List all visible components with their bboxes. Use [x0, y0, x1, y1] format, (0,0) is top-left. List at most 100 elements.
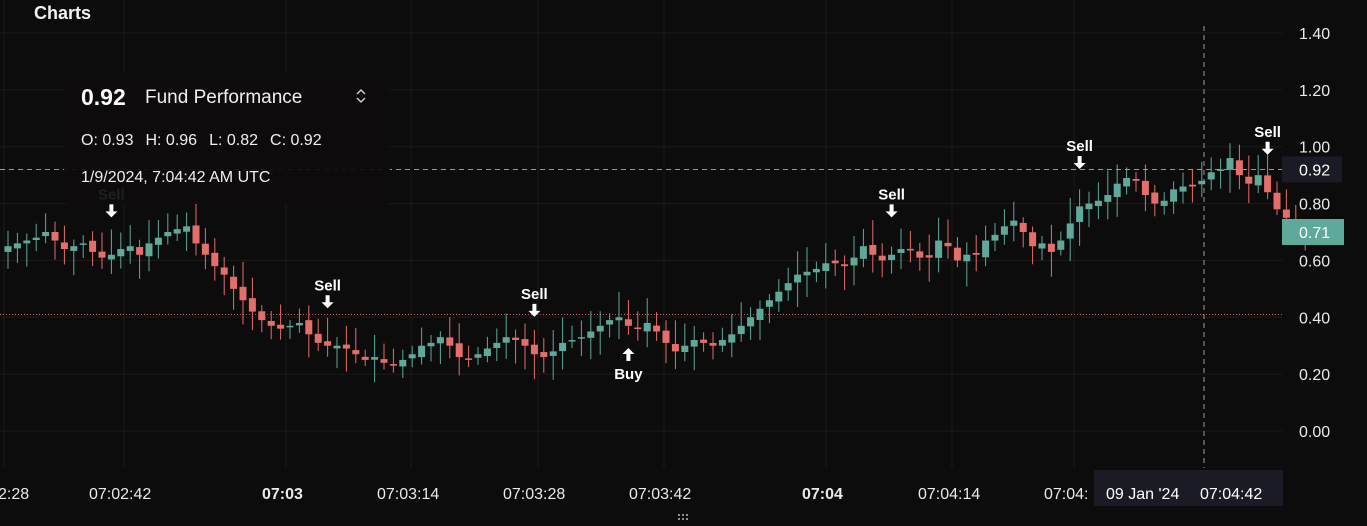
candle-body: [1151, 192, 1159, 204]
candle-body: [869, 245, 877, 255]
candle-body: [42, 232, 50, 237]
candle-body: [596, 325, 604, 332]
candle-body: [662, 330, 670, 343]
candle-body: [1029, 232, 1037, 247]
candle-body: [1076, 206, 1084, 223]
candle-body: [568, 340, 576, 342]
crosshair-time-bg: [1094, 470, 1283, 506]
resize-handle-icon[interactable]: [676, 508, 690, 520]
candle-body: [230, 276, 238, 289]
candle-body: [1057, 240, 1065, 250]
legend-box: 0.92 Fund Performance O: 0.93 H: 0.96 L: 0…: [64, 72, 390, 204]
candle-body: [690, 340, 698, 347]
candle-body: [333, 345, 341, 349]
y-tick-label: 0.60: [1299, 253, 1330, 270]
candle-body: [709, 342, 717, 346]
x-tick-label: 07:02:42: [89, 486, 151, 503]
sell-marker: Sell: [521, 286, 548, 317]
candle-body: [1179, 186, 1187, 192]
candle-body: [446, 337, 454, 346]
candle-body: [841, 264, 849, 267]
candle-body: [192, 225, 200, 244]
candle-body: [1038, 243, 1046, 249]
sell-marker: Sell: [314, 277, 341, 309]
candle-body: [483, 348, 491, 357]
candle-body: [587, 331, 595, 338]
legend-timestamp: 1/9/2024, 7:04:42 AM UTC: [81, 169, 271, 186]
x-tick-label: 07:03:14: [377, 486, 439, 503]
candle-body: [474, 354, 482, 358]
candle-body: [51, 232, 59, 241]
candle-body: [1282, 209, 1290, 218]
candle-body: [1254, 175, 1262, 186]
y-tick-label: 1.00: [1299, 140, 1330, 157]
candle-body: [305, 320, 313, 335]
legend-low: L: 0.82: [209, 132, 259, 149]
y-tick-label: 0.20: [1299, 367, 1330, 384]
candle-body: [935, 240, 943, 258]
candle-body: [822, 263, 830, 272]
candle-body: [220, 267, 228, 275]
signal-markers: SellSellSellSellSellSellBuy: [98, 124, 1281, 383]
candle-body: [389, 364, 397, 366]
crosshair-time-label: 09 Jan '24 07:04:42: [1094, 470, 1283, 506]
sell-arrow-icon: [321, 295, 334, 309]
candle-body: [314, 333, 322, 343]
x-axis: 2:28 07:02:42 07:03 07:03:14 07:03:28 07:03:4…: [0, 470, 1283, 506]
candle-body: [859, 246, 867, 259]
sell-label: Sell: [521, 286, 548, 303]
candle-body: [136, 247, 144, 255]
sell-arrow-icon: [105, 204, 118, 218]
candle-body: [1094, 200, 1102, 207]
candle-body: [380, 359, 388, 363]
candle-body: [13, 243, 21, 249]
y-tick-label: 1.40: [1299, 26, 1330, 43]
grid: [0, 0, 1282, 468]
last-price-bg: [1282, 219, 1344, 245]
candle-body: [643, 322, 651, 332]
candle-body: [418, 345, 426, 358]
sell-marker: Sell: [1254, 124, 1281, 155]
sell-label: Sell: [314, 277, 341, 294]
candle-body: [831, 260, 839, 264]
candle-body: [183, 226, 191, 232]
y-axis: 1.40 1.20 1.00 0.80 0.60 0.40 0.20 0.00 0.92 0.71: [1282, 26, 1344, 441]
x-tick-label: 07:04:14: [918, 486, 980, 503]
candle-body: [549, 351, 557, 356]
candle-body: [23, 240, 31, 244]
crosshair-price-text: 0.92: [1299, 162, 1330, 179]
sell-arrow-icon: [528, 303, 541, 317]
candle-body: [512, 337, 520, 341]
candle-body: [972, 252, 980, 255]
candle-body: [812, 268, 820, 273]
candle-body: [324, 341, 332, 346]
legend-high: H: 0.96: [145, 132, 198, 149]
candle-body: [1198, 180, 1206, 185]
candle-body: [1264, 175, 1272, 193]
candle-body: [427, 342, 435, 347]
candle-body: [267, 320, 275, 326]
crosshair-price-label: 0.92: [1282, 156, 1342, 183]
candle-body: [286, 325, 294, 328]
candle-body: [239, 286, 247, 301]
legend-toggle-chevron-icon[interactable]: [353, 86, 369, 106]
candle-body: [1188, 184, 1196, 187]
crosshair-time-text: 07:04:42: [1200, 486, 1262, 503]
candle-body: [98, 251, 106, 258]
candle-body: [1170, 189, 1178, 202]
legend-ohlc: O: 0.93 H: 0.96 L: 0.82 C: 0.92: [81, 132, 334, 150]
candle-body: [1235, 160, 1243, 176]
candle-body: [906, 248, 914, 251]
candle-body: [455, 343, 463, 358]
y-tick-label: 1.20: [1299, 83, 1330, 100]
candle-body: [671, 343, 679, 352]
candle-body: [1141, 180, 1149, 196]
candle-body: [1104, 195, 1112, 202]
legend-series-name: Fund Performance: [145, 87, 303, 108]
candle-body: [1000, 226, 1008, 235]
candle-body: [1273, 192, 1281, 210]
candle-body: [164, 232, 172, 237]
candle-body: [765, 300, 773, 307]
sell-arrow-icon: [1073, 155, 1086, 169]
